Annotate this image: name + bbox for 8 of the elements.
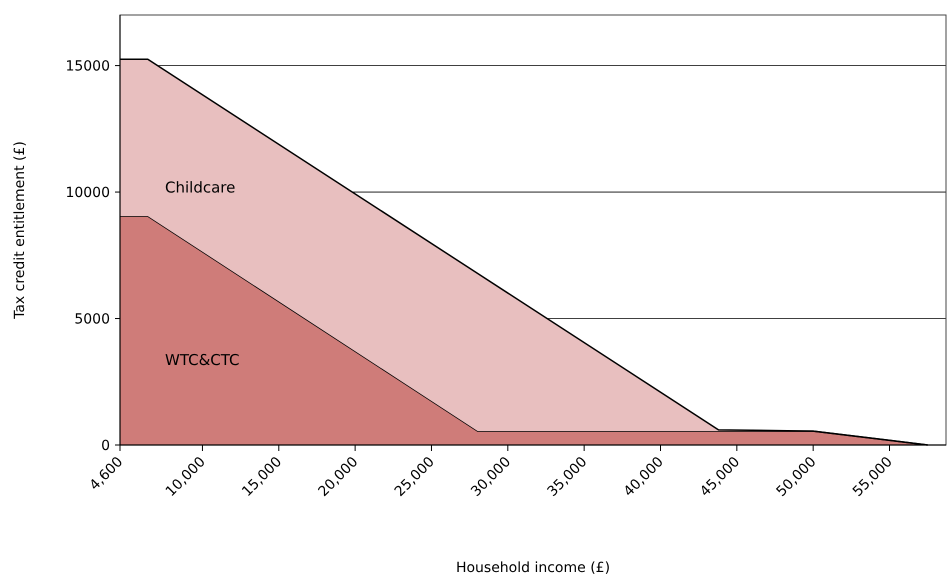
y-tick-label: 0 [101, 438, 110, 454]
series-label: WTC&CTC [165, 350, 240, 369]
y-tick-label: 5000 [74, 311, 110, 328]
x-axis-title: Household income (£) [456, 560, 610, 576]
y-axis-title: Tax credit entitlement (£) [12, 141, 28, 320]
series-label: Childcare [165, 178, 236, 197]
y-tick-label: 10000 [65, 184, 110, 201]
y-tick-label: 15000 [65, 58, 110, 74]
